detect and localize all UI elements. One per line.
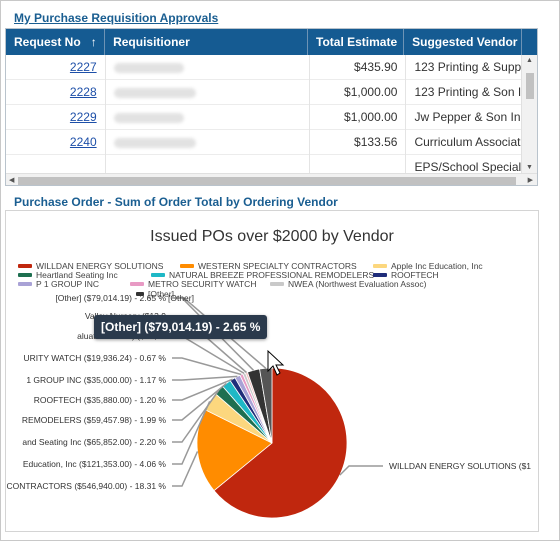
legend-swatch	[180, 264, 194, 268]
legend-swatch	[151, 273, 165, 277]
request-link[interactable]: 2228	[69, 85, 97, 99]
label-connector	[172, 375, 238, 381]
table-row[interactable]: 2228 $1,000.00 123 Printing & Son Inc.	[6, 80, 523, 105]
legend-item: [Other]	[148, 289, 174, 299]
scroll-thumb[interactable]	[526, 73, 534, 99]
total-estimate-cell: $1,000.00	[310, 105, 407, 130]
approvals-title[interactable]: My Purchase Requisition Approvals	[14, 11, 219, 25]
scroll-left-icon[interactable]: ◀	[9, 177, 15, 184]
column-extra	[522, 29, 537, 55]
data-label: and Seating Inc ($65,852.00) - 2.20 %	[22, 437, 166, 447]
column-requisitioner[interactable]: Requisitioner	[105, 29, 308, 55]
request-link[interactable]: 2240	[69, 135, 97, 149]
requisition-grid: Request No ↑ Requisitioner Total Estimate…	[5, 28, 538, 186]
scroll-up-icon[interactable]: ▲	[526, 57, 533, 64]
label-connector	[172, 389, 220, 443]
legend-item: Heartland Seating Inc	[36, 270, 118, 280]
suggested-vendor-cell: Curriculum Associat	[414, 135, 521, 149]
pie-chart: Issued POs over $2000 by Vendor WILLDAN E…	[6, 228, 531, 519]
scroll-thumb-horizontal[interactable]	[18, 177, 516, 185]
requisitioner-cell	[106, 130, 310, 155]
table-row[interactable]: 2227 $435.90 123 Printing & Supp	[6, 55, 523, 80]
mouse-cursor-icon	[267, 349, 285, 376]
scroll-down-icon[interactable]: ▼	[526, 164, 533, 171]
request-no-cell: 2240	[6, 130, 106, 155]
chart-tooltip: [Other] ($79,014.19) - 2.65 %	[94, 315, 268, 339]
request-link[interactable]: 2229	[69, 110, 97, 124]
sort-ascending-icon[interactable]: ↑	[90, 35, 97, 49]
column-suggested-vendor[interactable]: Suggested Vendor	[404, 29, 522, 55]
legend-swatch	[18, 264, 32, 268]
legend-item: WILLDAN ENERGY SOLUTIONS	[36, 261, 164, 271]
column-label: Request No	[14, 35, 81, 49]
vertical-scrollbar[interactable]: ▲ ▼	[521, 55, 537, 173]
redacted-name	[113, 62, 184, 73]
data-label: [Other] ($79,014.19) - 2.65 %	[55, 293, 166, 303]
total-estimate-cell: $435.90	[310, 55, 407, 80]
label-connector	[172, 357, 242, 376]
table-row[interactable]: 2229 $1,000.00 Jw Pepper & Son Inc.	[6, 105, 523, 130]
legend-item: P 1 GROUP INC	[36, 279, 99, 289]
label-connector	[172, 335, 245, 375]
requisitioner-cell	[106, 155, 310, 173]
requisitioner-cell	[106, 105, 310, 130]
legend-swatch	[373, 264, 387, 268]
scroll-right-icon[interactable]: ▶	[527, 177, 533, 184]
requisitioner-cell	[106, 55, 310, 80]
request-no-cell: 2227	[6, 55, 106, 80]
label-connector	[172, 400, 211, 465]
legend-item: ROOFTECH	[391, 270, 439, 280]
legend-swatch	[270, 282, 284, 286]
data-label: ROOFTECH ($35,880.00) - 1.20 %	[34, 395, 167, 405]
data-label: CONTRACTORS ($546,940.00) - 18.31 %	[6, 481, 166, 491]
po-chart-section-title: Purchase Order - Sum of Order Total by O…	[14, 195, 338, 209]
grid-header: Request No ↑ Requisitioner Total Estimate…	[6, 29, 537, 55]
column-request-no[interactable]: Request No ↑	[6, 29, 106, 55]
legend-swatch	[373, 273, 387, 277]
data-label: [Other]	[168, 293, 194, 303]
legend-item: NWEA (Northwest Evaluation Assoc)	[288, 279, 427, 289]
legend-swatch	[18, 282, 32, 286]
horizontal-scrollbar[interactable]: ◀ ▶	[6, 173, 537, 185]
request-no-cell	[6, 155, 106, 173]
request-no-cell: 2228	[6, 80, 106, 105]
data-label: 1 GROUP INC ($35,000.00) - 1.17 %	[26, 375, 166, 385]
label-connector	[172, 378, 233, 401]
label-connector	[172, 451, 199, 487]
total-estimate-cell: $1,000.00	[310, 80, 407, 105]
redacted-name	[113, 137, 196, 148]
suggested-vendor-cell: 123 Printing & Son Inc.	[414, 85, 523, 99]
request-no-cell: 2229	[6, 105, 106, 130]
suggested-vendor-cell: EPS/School Specialty	[414, 160, 523, 173]
table-row[interactable]: 2240 $133.56 Curriculum Associat	[6, 130, 523, 155]
request-link[interactable]: 2227	[69, 60, 97, 74]
data-label: URITY WATCH ($19,936.24) - 0.67 %	[23, 353, 166, 363]
legend-item: NATURAL BREEZE PROFESSIONAL REMODELERS	[169, 270, 374, 280]
column-total-estimate[interactable]: Total Estimate	[308, 29, 405, 55]
data-label: REMODELERS ($59,457.98) - 1.99 %	[22, 415, 167, 425]
legend-item: WESTERN SPECIALTY CONTRACTORS	[198, 261, 357, 271]
redacted-name	[113, 112, 184, 123]
legend-swatch	[18, 273, 32, 277]
suggested-vendor-cell: 123 Printing & Supp	[414, 60, 522, 74]
label-connector	[174, 297, 267, 369]
total-estimate-cell	[310, 155, 407, 173]
legend-swatch	[136, 292, 144, 296]
data-label: WILLDAN ENERGY SOLUTIONS ($1	[389, 461, 531, 471]
legend-swatch	[130, 282, 144, 286]
legend-item: METRO SECURITY WATCH	[148, 279, 256, 289]
label-connector	[339, 465, 383, 476]
data-label: Education, Inc ($121,353.00) - 4.06 %	[23, 459, 167, 469]
chart-panel: Issued POs over $2000 by Vendor WILLDAN E…	[5, 210, 539, 532]
label-connector	[172, 382, 227, 421]
table-row[interactable]: EPS/School Specialty	[6, 155, 523, 173]
total-estimate-cell: $133.56	[310, 130, 407, 155]
legend-item: Apple Inc Education, Inc	[391, 261, 483, 271]
suggested-vendor-cell: Jw Pepper & Son Inc.	[414, 110, 523, 124]
grid-body: 2227 $435.90 123 Printing & Supp 2228 $1,000…	[6, 55, 523, 173]
redacted-name	[113, 87, 196, 98]
chart-title: Issued POs over $2000 by Vendor	[150, 228, 394, 245]
requisitioner-cell	[106, 80, 310, 105]
